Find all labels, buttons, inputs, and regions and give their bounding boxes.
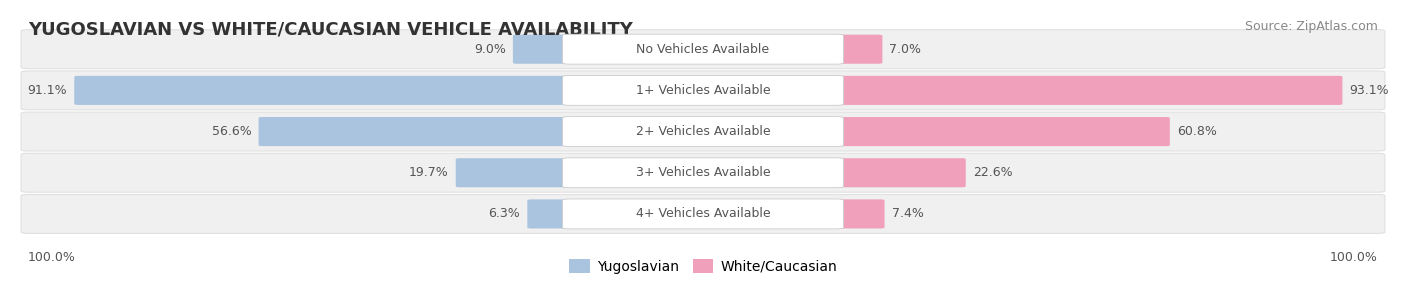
Legend: Yugoslavian, White/Caucasian: Yugoslavian, White/Caucasian: [564, 253, 842, 279]
Text: Source: ZipAtlas.com: Source: ZipAtlas.com: [1244, 20, 1378, 33]
Text: 1+ Vehicles Available: 1+ Vehicles Available: [636, 84, 770, 97]
Text: 4+ Vehicles Available: 4+ Vehicles Available: [636, 207, 770, 221]
Text: YUGOSLAVIAN VS WHITE/CAUCASIAN VEHICLE AVAILABILITY: YUGOSLAVIAN VS WHITE/CAUCASIAN VEHICLE A…: [28, 20, 633, 38]
FancyBboxPatch shape: [21, 194, 1385, 233]
FancyBboxPatch shape: [21, 153, 1385, 192]
Text: 93.1%: 93.1%: [1350, 84, 1389, 97]
Text: 91.1%: 91.1%: [28, 84, 67, 97]
FancyBboxPatch shape: [837, 117, 1170, 146]
FancyBboxPatch shape: [837, 158, 966, 187]
FancyBboxPatch shape: [837, 76, 1343, 105]
Text: 56.6%: 56.6%: [212, 125, 252, 138]
Text: 100.0%: 100.0%: [28, 251, 76, 264]
FancyBboxPatch shape: [562, 34, 844, 64]
FancyBboxPatch shape: [456, 158, 569, 187]
Text: 3+ Vehicles Available: 3+ Vehicles Available: [636, 166, 770, 179]
FancyBboxPatch shape: [513, 35, 569, 64]
Text: 9.0%: 9.0%: [474, 43, 506, 56]
Text: 7.0%: 7.0%: [890, 43, 921, 56]
Text: No Vehicles Available: No Vehicles Available: [637, 43, 769, 56]
FancyBboxPatch shape: [562, 117, 844, 146]
FancyBboxPatch shape: [21, 71, 1385, 110]
FancyBboxPatch shape: [562, 199, 844, 229]
FancyBboxPatch shape: [837, 199, 884, 229]
FancyBboxPatch shape: [837, 35, 883, 64]
FancyBboxPatch shape: [21, 30, 1385, 69]
FancyBboxPatch shape: [21, 112, 1385, 151]
Text: 19.7%: 19.7%: [409, 166, 449, 179]
FancyBboxPatch shape: [75, 76, 569, 105]
FancyBboxPatch shape: [562, 76, 844, 105]
FancyBboxPatch shape: [259, 117, 569, 146]
Text: 22.6%: 22.6%: [973, 166, 1012, 179]
Text: 7.4%: 7.4%: [891, 207, 924, 221]
Text: 60.8%: 60.8%: [1177, 125, 1216, 138]
Text: 2+ Vehicles Available: 2+ Vehicles Available: [636, 125, 770, 138]
Text: 6.3%: 6.3%: [488, 207, 520, 221]
FancyBboxPatch shape: [562, 158, 844, 188]
Text: 100.0%: 100.0%: [1330, 251, 1378, 264]
FancyBboxPatch shape: [527, 199, 569, 229]
